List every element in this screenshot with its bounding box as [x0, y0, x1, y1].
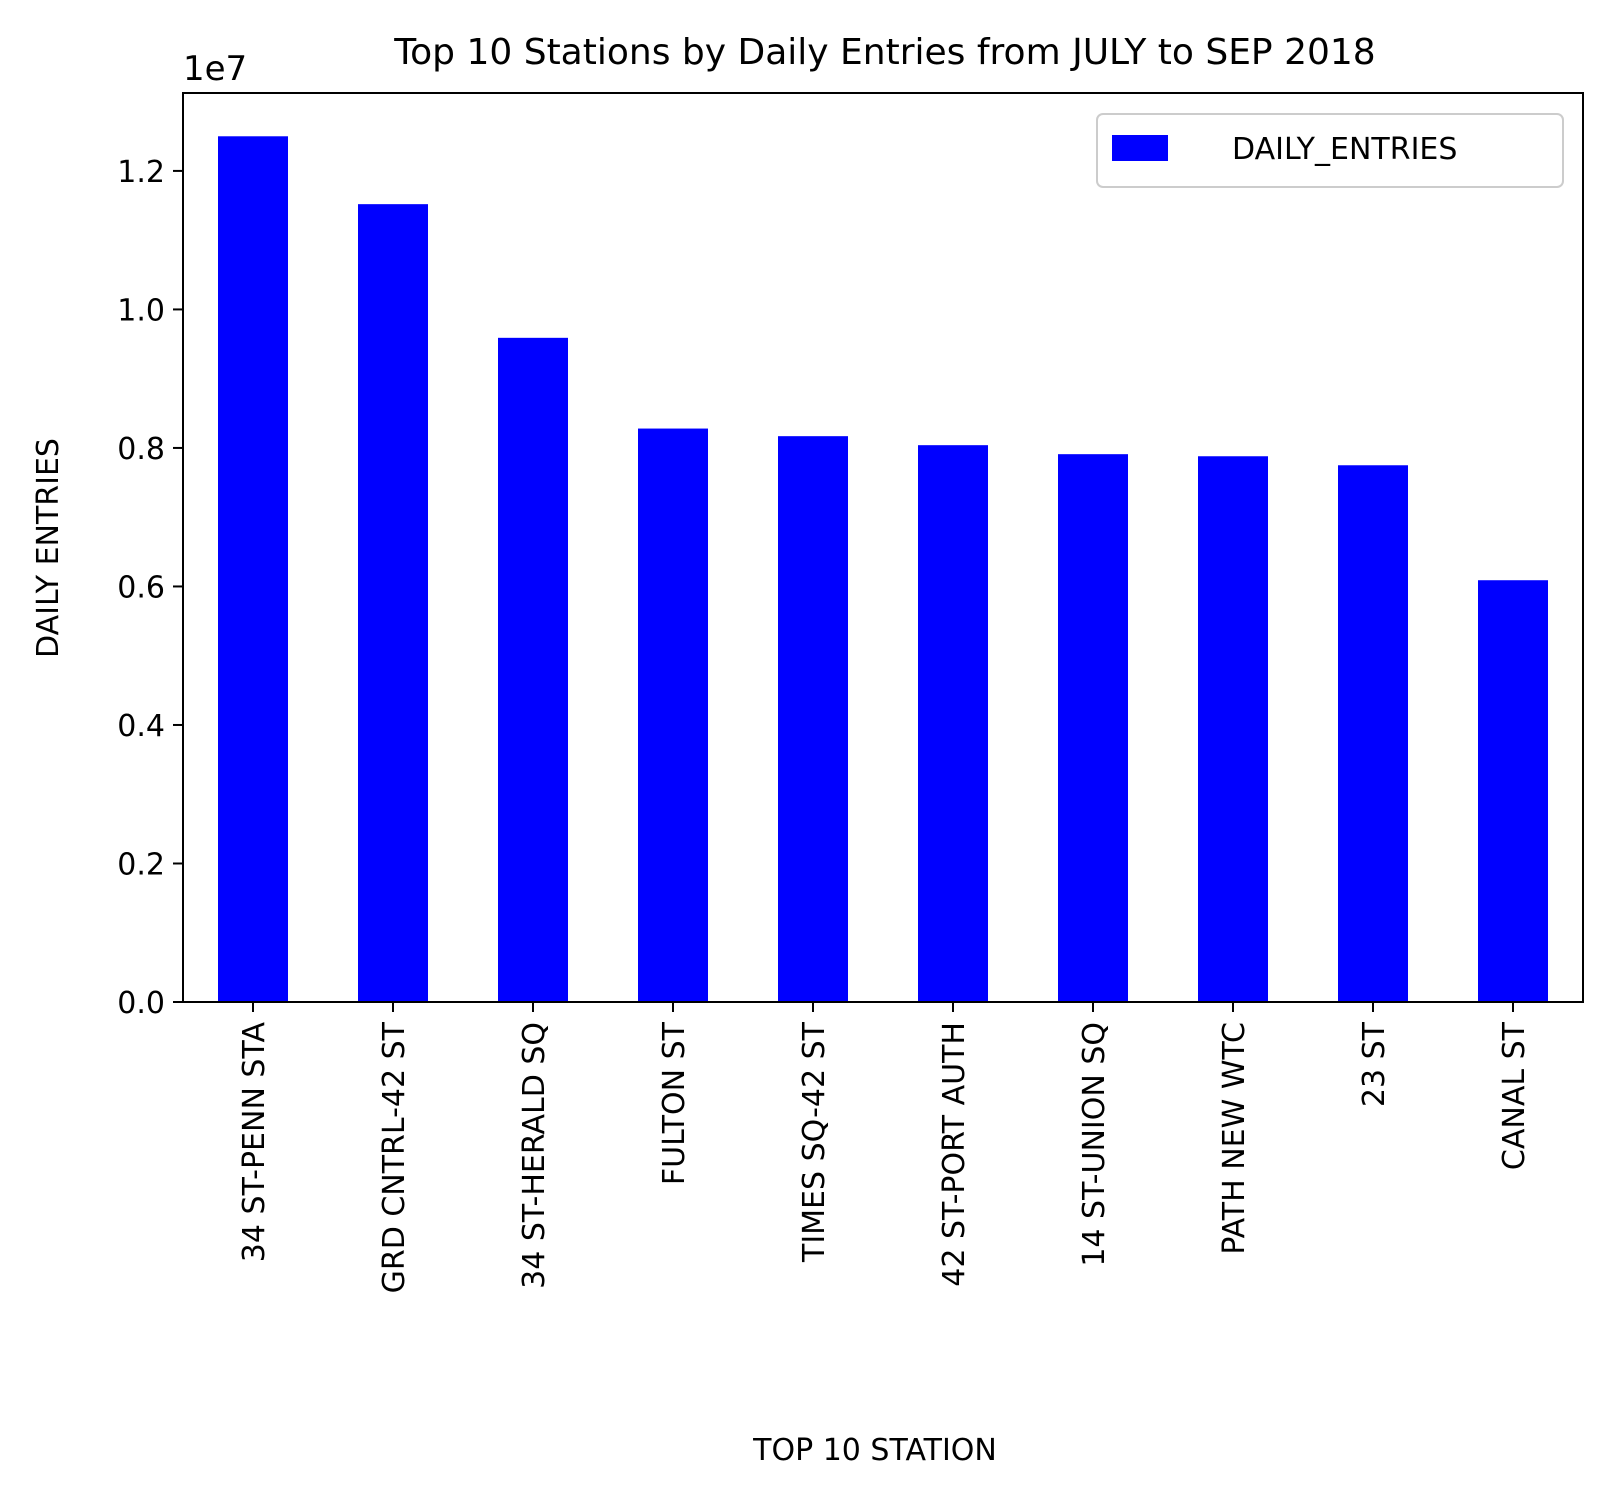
- y-axis-label: DAILY ENTRIES: [31, 438, 66, 658]
- x-tick-label: 34 ST-PENN STA: [237, 1022, 272, 1263]
- bar-6: [918, 445, 988, 1002]
- bar-5: [778, 436, 848, 1002]
- x-axis-label: TOP 10 STATION: [752, 1433, 997, 1468]
- y-tick-label: 0.6: [117, 570, 165, 605]
- x-tick-label: TIMES SQ-42 ST: [797, 1021, 832, 1263]
- x-axis-ticks: 34 ST-PENN STA GRD CNTRL-42 ST 34 ST-HERAL…: [237, 1002, 1532, 1293]
- legend-box: [1096, 113, 1564, 188]
- x-tick-label: FULTON ST: [657, 1021, 692, 1185]
- x-tick-label: PATH NEW WTC: [1217, 1022, 1252, 1255]
- bar-4: [638, 428, 708, 1002]
- x-tick-label: GRD CNTRL-42 ST: [377, 1021, 412, 1293]
- bar-10: [1478, 580, 1548, 1002]
- bar-7: [1058, 454, 1128, 1002]
- bar-3: [498, 337, 568, 1003]
- y-tick-label: 0.8: [117, 432, 165, 467]
- x-tick-label: 42 ST-PORT AUTH: [937, 1022, 972, 1287]
- y-axis-ticks: 0.0 0.2 0.4 0.6 0.8 1.0 1.2: [117, 155, 183, 1021]
- bar-2: [358, 204, 428, 1002]
- y-tick-label: 0.0: [117, 986, 165, 1021]
- y-tick-label: 1.2: [117, 155, 165, 190]
- y-tick-label: 0.2: [117, 847, 165, 882]
- x-tick-label: CANAL ST: [1497, 1021, 1532, 1170]
- bar-8: [1198, 456, 1268, 1002]
- legend-label: DAILY_ENTRIES: [1232, 132, 1457, 167]
- chart-title: Top 10 Stations by Daily Entries from JU…: [393, 32, 1375, 73]
- bars-group: [218, 136, 1548, 1003]
- y-axis-offset-label: 1e7: [183, 49, 247, 89]
- bar-9: [1338, 465, 1408, 1002]
- x-tick-label: 14 ST-UNION SQ: [1077, 1022, 1112, 1267]
- x-tick-label: 23 ST: [1357, 1021, 1392, 1107]
- legend-swatch: [1112, 135, 1168, 161]
- y-tick-label: 1.0: [117, 293, 165, 328]
- bar-1: [218, 136, 288, 1003]
- plot-area-frame: [182, 92, 1584, 1003]
- y-tick-label: 0.4: [117, 709, 165, 744]
- legend: DAILY_ENTRIES: [1096, 113, 1564, 188]
- x-tick-label: 34 ST-HERALD SQ: [517, 1022, 552, 1289]
